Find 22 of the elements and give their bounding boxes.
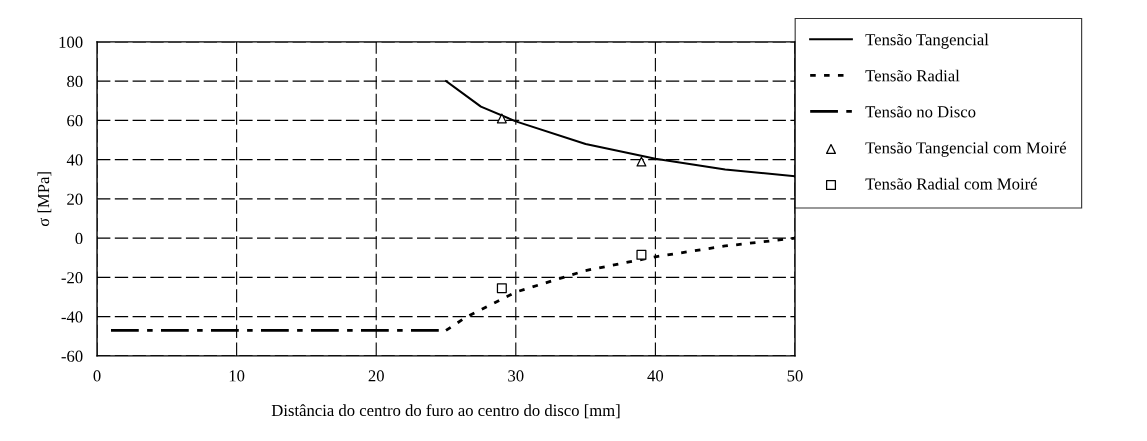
x-tick-label: 0 [93,370,101,382]
x-tick-label: 40 [647,370,664,382]
x-axis-title: Distância do centro do furo ao centro do disco [mm] [271,404,620,419]
legend-label: Tensão Tangencial com Moiré [865,141,1067,157]
y-tick-label: -20 [61,272,83,284]
legend-label: Tensão Radial com Moiré [865,177,1037,190]
y-tick-label: 0 [75,232,83,245]
y-tick-label: 40 [66,154,83,166]
x-tick-label: 20 [368,370,384,382]
y-tick-label: -60 [61,350,83,362]
legend-label: Tensão no Disco [865,106,976,118]
y-tick-label: -40 [61,311,83,323]
x-tick-label: 50 [787,370,803,382]
y-tick-label: 60 [67,115,83,127]
x-tick-label: 10 [229,370,245,382]
y-axis-title: σ [MPa] [37,172,52,227]
x-tick-label: 30 [508,370,524,382]
y-tick-label: 100 [59,36,83,48]
legend-label: Tensão Radial [865,69,960,82]
legend-label: Tensão Tangencial [865,33,989,49]
y-tick-label: 80 [67,75,83,88]
y-tick-label: 20 [67,193,83,205]
